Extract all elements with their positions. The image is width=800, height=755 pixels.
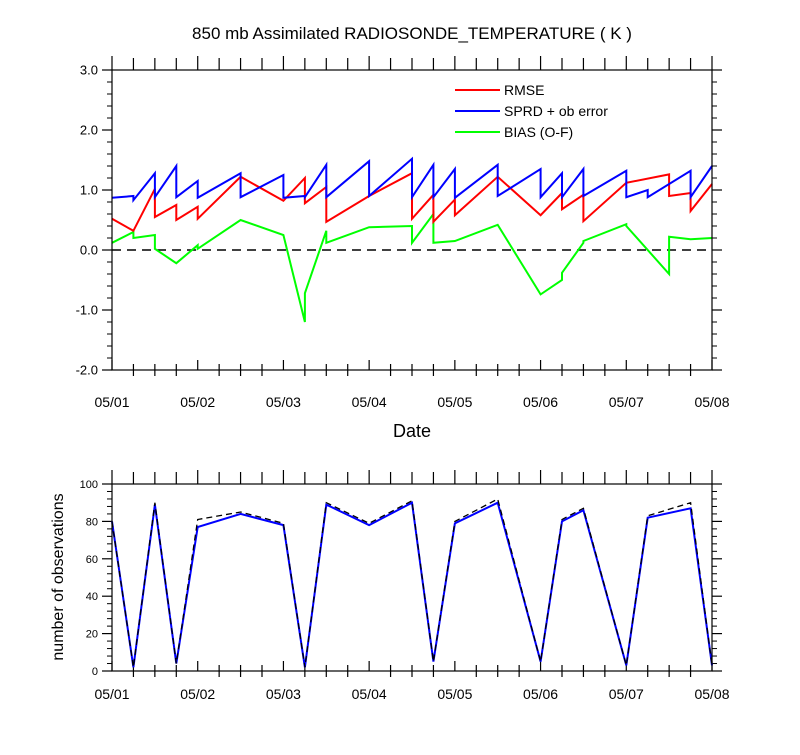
bottom-series-layer <box>111 498 713 668</box>
bottom-x-tick-labels: 05/01 05/02 05/03 05/04 05/05 05/06 05/07 05/08 <box>94 686 729 702</box>
chart-title: 850 mb Assimilated RADIOSONDE_TEMPERATUR… <box>192 24 632 43</box>
y-tick-label: 100 <box>80 479 98 491</box>
x-tick-label: 05/03 <box>266 686 301 702</box>
bottom-y-axis-label: number of observations <box>50 493 67 660</box>
x-tick-label: 05/07 <box>609 394 644 410</box>
rmse-spread-bias-chart: 850 mb Assimilated RADIOSONDE_TEMPERATUR… <box>76 24 730 441</box>
y-tick-label: 60 <box>86 554 98 566</box>
bottom-y-tick-labels: 0 20 40 60 80 100 <box>80 479 98 678</box>
x-tick-label: 05/02 <box>180 394 215 410</box>
y-tick-label: 40 <box>86 591 98 603</box>
top-series-layer <box>111 156 713 323</box>
x-tick-label: 05/02 <box>180 686 215 702</box>
legend: RMSE SPRD + ob error BIAS (O-F) <box>455 82 608 140</box>
y-tick-label: 3.0 <box>80 63 98 78</box>
y-tick-label: -1.0 <box>76 303 98 318</box>
x-tick-label: 05/08 <box>694 686 729 702</box>
y-tick-label: 0.0 <box>80 243 98 258</box>
x-tick-label: 05/05 <box>437 394 472 410</box>
x-tick-label: 05/03 <box>266 394 301 410</box>
x-tick-label: 05/04 <box>352 394 387 410</box>
top-x-tick-labels: 05/01 05/02 05/03 05/04 05/05 05/06 05/07 05/08 <box>94 394 729 410</box>
legend-item-sprd: SPRD + ob error <box>455 103 608 119</box>
x-tick-label: 05/04 <box>352 686 387 702</box>
series-line-bias <box>111 210 713 323</box>
x-tick-label: 05/01 <box>94 686 129 702</box>
legend-label-sprd: SPRD + ob error <box>504 103 608 119</box>
y-tick-label: 0 <box>92 666 98 678</box>
legend-item-rmse: RMSE <box>455 82 544 98</box>
series-line-possible-observations <box>111 498 713 668</box>
bottom-plot-frame <box>111 483 713 672</box>
x-tick-label: 05/08 <box>694 394 729 410</box>
series-line-rmse <box>111 171 713 233</box>
x-tick-label: 05/01 <box>94 394 129 410</box>
legend-label-bias: BIAS (O-F) <box>504 124 573 140</box>
series-line-sprd-ob-error <box>111 156 713 204</box>
x-axis-label: Date <box>393 421 431 441</box>
top-y-tick-labels: -2.0 -1.0 0.0 1.0 2.0 3.0 <box>76 63 98 378</box>
y-tick-label: 1.0 <box>80 183 98 198</box>
x-tick-label: 05/07 <box>609 686 644 702</box>
y-tick-label: 80 <box>86 516 98 528</box>
y-tick-label: 20 <box>86 629 98 641</box>
observation-count-chart: number of observations 0 20 40 60 80 100 05/0… <box>50 470 730 702</box>
legend-label-rmse: RMSE <box>504 82 544 98</box>
x-tick-label: 05/05 <box>437 686 472 702</box>
y-tick-label: -2.0 <box>76 363 98 378</box>
top-plot-frame <box>111 69 713 371</box>
top-tick-layer <box>102 56 722 376</box>
series-line-used-observations <box>111 501 713 668</box>
legend-item-bias: BIAS (O-F) <box>455 124 573 140</box>
x-tick-label: 05/06 <box>523 686 558 702</box>
x-tick-label: 05/06 <box>523 394 558 410</box>
y-tick-label: 2.0 <box>80 123 98 138</box>
